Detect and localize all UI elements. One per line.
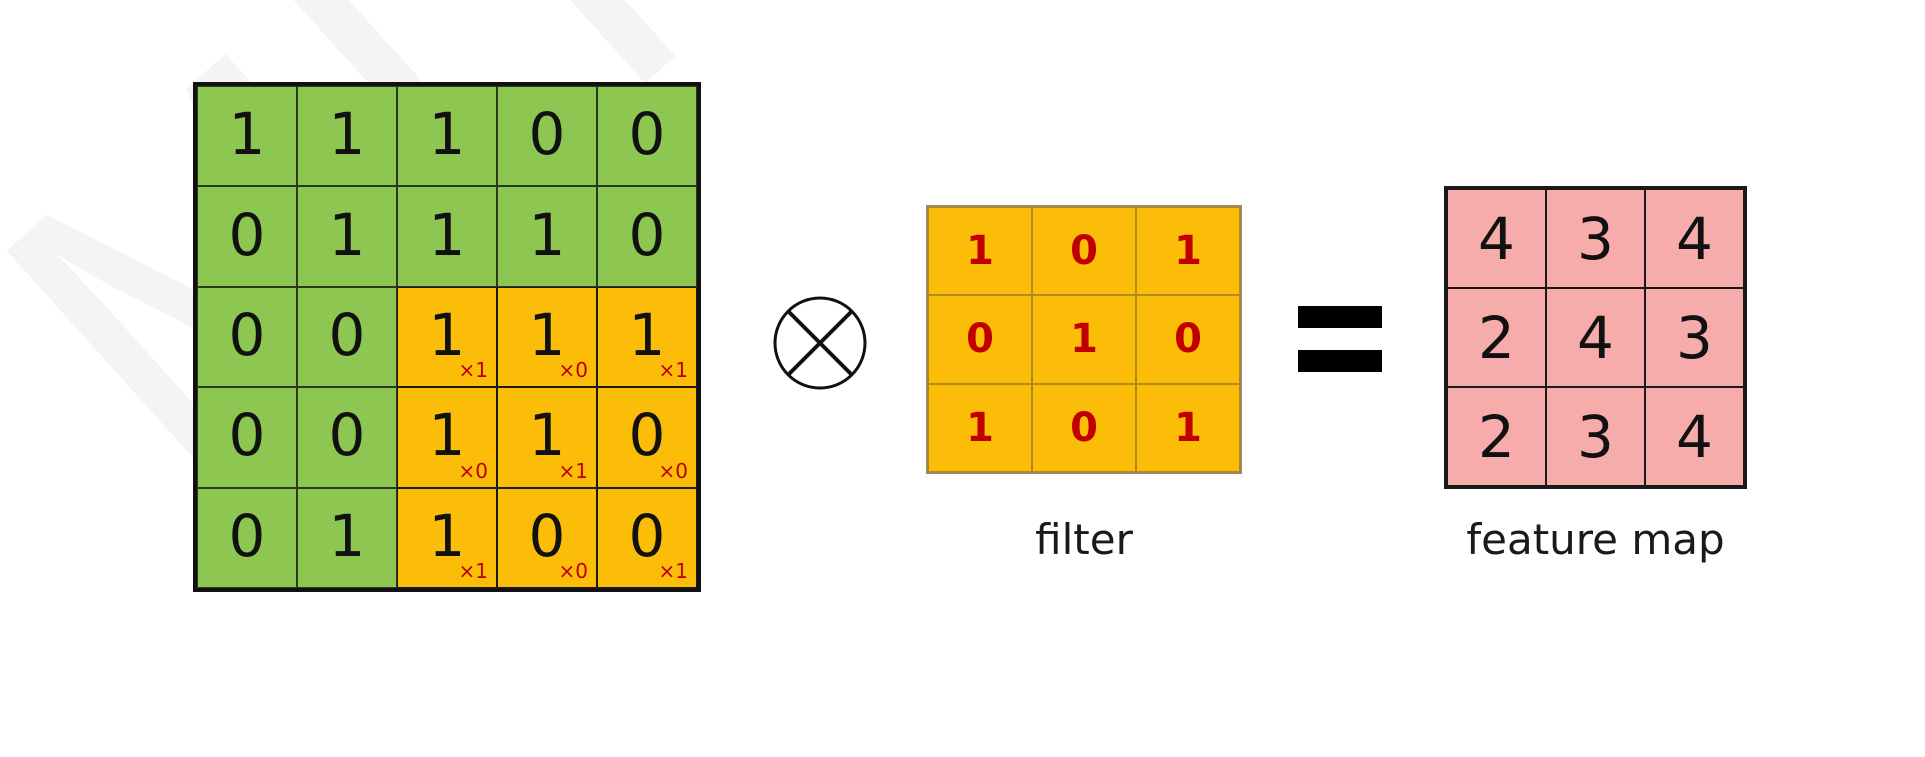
input-cell-value: 0 [228,401,266,470]
feature-map-cell: 4 [1447,189,1546,288]
filter-weight-label: ×1 [558,458,588,483]
input-cell: 1 [497,186,597,287]
filter-weight-label: ×0 [558,358,588,383]
input-cell: 0 [297,387,397,488]
filter-caption: filter [1035,515,1133,564]
input-cell-value: 0 [528,100,566,169]
input-cell-value: 0 [628,401,666,470]
input-cell-value: 0 [628,100,666,169]
filter-cell: 0 [1136,295,1240,384]
feature-map-cell: 3 [1546,387,1645,486]
input-cell: 0 [197,487,297,588]
filter-cell: 1 [1032,295,1136,384]
input-cell: 0 ×1 [597,487,697,588]
input-cell: 1 [297,186,397,287]
input-cell-value: 0 [328,300,366,369]
input-cell-value: 1 [328,100,366,169]
input-cell: 1 [297,86,397,187]
input-cell-value: 0 [228,501,266,570]
filter-cell: 0 [928,295,1032,384]
input-cell-value: 1 [428,401,466,470]
feature-map-cell: 2 [1447,288,1546,387]
input-cell-value: 1 [528,200,566,269]
input-cell: 1 [397,186,497,287]
feature-map-cell: 4 [1546,288,1645,387]
input-cell: 0 [597,86,697,187]
filter-weight-label: ×1 [458,559,488,583]
input-cell: 1 ×1 [597,286,697,388]
filter-weight-label: ×1 [658,358,688,383]
filter-weight-label: ×1 [658,559,688,583]
input-cell-value: 1 [528,401,566,470]
input-cell-value: 1 [428,501,466,570]
input-cell-value: 1 [228,100,266,169]
input-cell: 0 [597,186,697,287]
filter-weight-label: ×0 [558,559,588,583]
input-cell-value: 0 [228,200,266,269]
input-cell: 0 [197,186,297,287]
feature-map-cell: 3 [1645,288,1744,387]
input-cell-value: 1 [328,200,366,269]
input-cell-value: 1 [428,200,466,269]
filter-weight-label: ×1 [458,358,488,383]
input-cell-value: 1 [528,300,566,369]
input-cell: 1 [197,86,297,187]
input-image-grid: 1 1 1 0 0 0 1 1 1 0 0 0 1 ×1 1 ×0 1 ×1 0 0 1 ×0 1 ×1 0 ×0 0 1 1 ×1 0 ×0… [193,82,701,592]
filter-cell: 1 [928,383,1032,472]
equals-sign-icon [1298,306,1382,372]
input-cell: 1 ×1 [397,286,497,388]
input-cell: 0 ×0 [497,487,597,588]
input-cell-value: 0 [528,501,566,570]
feature-map-cell: 2 [1447,387,1546,486]
feature-map-cell: 3 [1546,189,1645,288]
input-cell: 1 [297,487,397,588]
filter-cell: 1 [1136,383,1240,472]
input-cell-value: 1 [428,300,466,369]
input-cell: 0 [297,286,397,388]
input-cell: 1 [397,86,497,187]
circled-times-icon [773,296,867,390]
filter-cell: 1 [1136,207,1240,296]
feature-map-caption: feature map [1466,515,1725,564]
input-cell: 0 [197,286,297,388]
input-cell: 1 ×1 [497,387,597,488]
input-cell: 0 [497,86,597,187]
feature-map-cell: 4 [1645,387,1744,486]
input-cell: 0 [197,387,297,488]
input-cell: 1 ×0 [497,286,597,388]
input-cell: 1 ×0 [397,387,497,488]
filter-weight-label: ×0 [658,458,688,483]
input-cell-value: 0 [228,300,266,369]
filter-cell: 0 [1032,207,1136,296]
input-cell: 0 ×0 [597,387,697,488]
filter-weight-label: ×0 [458,458,488,483]
input-cell-value: 1 [328,501,366,570]
input-cell-value: 1 [628,300,666,369]
feature-map-cell: 4 [1645,189,1744,288]
input-cell-value: 1 [428,100,466,169]
filter-cell: 1 [928,207,1032,296]
input-cell-value: 0 [628,501,666,570]
input-cell-value: 0 [628,200,666,269]
filter-cell: 0 [1032,383,1136,472]
input-cell: 1 ×1 [397,487,497,588]
input-cell-value: 0 [328,401,366,470]
